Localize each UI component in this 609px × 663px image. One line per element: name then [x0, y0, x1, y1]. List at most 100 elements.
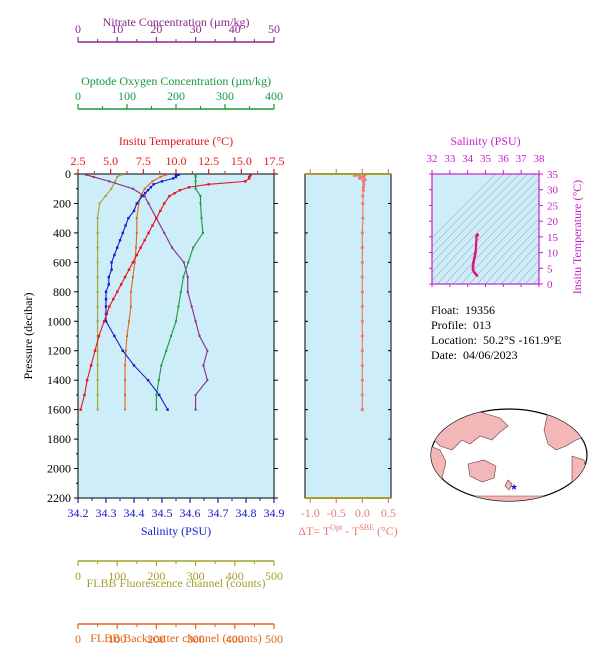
- oxygen-axis-tick-label: 100: [118, 89, 136, 103]
- density-contour: [436, 178, 539, 284]
- salinity-point: [149, 186, 152, 189]
- density-contour: [432, 174, 529, 273]
- salinity-point: [158, 393, 161, 397]
- delta-t-point: [360, 290, 364, 294]
- density-contour: [432, 174, 521, 264]
- pressure-tick-label: 2200: [47, 491, 71, 505]
- oxygen-point: [155, 408, 158, 411]
- salinity-point: [177, 174, 180, 176]
- fluorescence-point: [96, 349, 99, 352]
- fluorescence-point: [96, 364, 99, 367]
- delta-t-point: [361, 179, 365, 183]
- nitrate-axis-tick-label: 50: [268, 22, 280, 36]
- density-contour: [432, 174, 537, 282]
- temperature-point: [93, 349, 97, 352]
- salinity-axis-tick-label: 34.7: [208, 506, 229, 520]
- delta-t-point: [360, 275, 364, 279]
- nitrate-point: [194, 408, 197, 411]
- ts-temperature-tick-label: 15: [547, 232, 559, 244]
- temperature-point: [112, 297, 115, 301]
- nitrate-axis-title: Nitrate Concentration (µm/kg): [103, 15, 250, 29]
- temperature-point: [116, 290, 119, 294]
- density-contour: [432, 174, 497, 239]
- delta-t-plot-area: [304, 173, 392, 499]
- fluorescence-axis-tick-label: 300: [187, 569, 205, 583]
- delta-t-point: [362, 175, 366, 179]
- oxygen-point: [194, 187, 197, 190]
- temperature-point: [139, 246, 142, 249]
- salinity-axis-tick-label: 34.6: [180, 506, 201, 520]
- backscatter-point: [124, 379, 127, 382]
- ts-salinity-tick-label: 32: [427, 153, 438, 165]
- delta-t-tick-label: 0.5: [381, 506, 396, 520]
- profile-axes: 0200400600800100012001400160018002000220…: [21, 15, 285, 646]
- density-contour: [444, 186, 539, 284]
- salinity-point: [113, 334, 116, 338]
- density-contour: [524, 268, 539, 284]
- delta-t-point: [360, 408, 364, 412]
- delta-t-point: [360, 246, 364, 250]
- temperature-point: [127, 268, 131, 271]
- density-contour: [432, 174, 505, 247]
- salinity-axis-tick-label: 34.4: [124, 506, 145, 520]
- fluorescence-point: [110, 187, 113, 190]
- ts-point: [471, 268, 475, 272]
- salinity-point: [104, 290, 108, 294]
- pressure-axis-label: Pressure (decibar): [21, 293, 35, 380]
- temperature-point: [105, 312, 108, 316]
- density-contour: [492, 234, 539, 284]
- salinity-point: [110, 268, 113, 271]
- temperature-point: [97, 334, 101, 338]
- oxygen-point: [194, 174, 197, 176]
- delta-t-point: [360, 304, 364, 309]
- backscatter-axis-title: FLBB Backscatter channel (counts): [90, 631, 262, 645]
- delta-t-point: [360, 260, 364, 264]
- salinity-axis-tick-label: 34.2: [68, 506, 89, 520]
- ts-temperature-title: Insitu Temperature (°C): [570, 180, 584, 294]
- ts-point: [472, 256, 476, 260]
- float-location-marker: ★: [510, 483, 518, 493]
- temperature-axis-tick-label: 5.0: [103, 154, 118, 168]
- backscatter-point: [135, 217, 138, 220]
- fluorescence-point: [96, 246, 99, 249]
- backscatter-point: [137, 202, 140, 205]
- salinity-axis-tick-label: 34.9: [264, 506, 285, 520]
- delta-t-tick-label: -1.0: [301, 506, 320, 520]
- backscatter-axis-tick-label: 200: [147, 632, 165, 646]
- salinity-point: [121, 349, 124, 352]
- temperature-point: [244, 180, 247, 183]
- nitrate-point: [171, 246, 174, 249]
- ts-temperature-tick-label: 5: [547, 263, 553, 275]
- temperature-point: [147, 231, 150, 235]
- nitrate-point: [206, 379, 209, 382]
- ts-salinity-tick-label: 38: [534, 153, 546, 165]
- nitrate-axis-tick-label: 20: [150, 22, 162, 36]
- density-contour: [460, 202, 539, 284]
- delta-t-tick-label: 0.0: [355, 506, 370, 520]
- temperature-point: [247, 177, 251, 180]
- delta-t-point: [360, 334, 364, 338]
- fluorescence-point: [116, 175, 119, 178]
- pressure-tick-label: 0: [65, 167, 71, 181]
- nitrate-point: [198, 335, 201, 337]
- date-label: Date:: [431, 348, 457, 362]
- salinity-point: [121, 231, 124, 235]
- oxygen-point: [192, 246, 195, 249]
- salinity-point: [104, 297, 108, 301]
- nitrate-point: [147, 202, 150, 205]
- nitrate-point: [92, 175, 95, 178]
- temperature-point: [151, 224, 154, 227]
- fluorescence-point: [96, 305, 99, 308]
- date-value: 04/06/2023: [463, 348, 518, 362]
- fluorescence-profile-line: [97, 174, 122, 410]
- nitrate-point: [84, 174, 87, 176]
- oxygen-axis-tick-label: 0: [75, 89, 81, 103]
- temperature-point: [83, 393, 86, 397]
- oxygen-point: [199, 202, 202, 205]
- ts-point: [471, 266, 475, 270]
- fluorescence-axis-tick-label: 500: [265, 569, 283, 583]
- ts-point: [473, 252, 477, 256]
- ts-temperature-tick-label: 0: [547, 279, 553, 291]
- density-contour: [452, 194, 539, 284]
- temperature-point: [119, 283, 123, 286]
